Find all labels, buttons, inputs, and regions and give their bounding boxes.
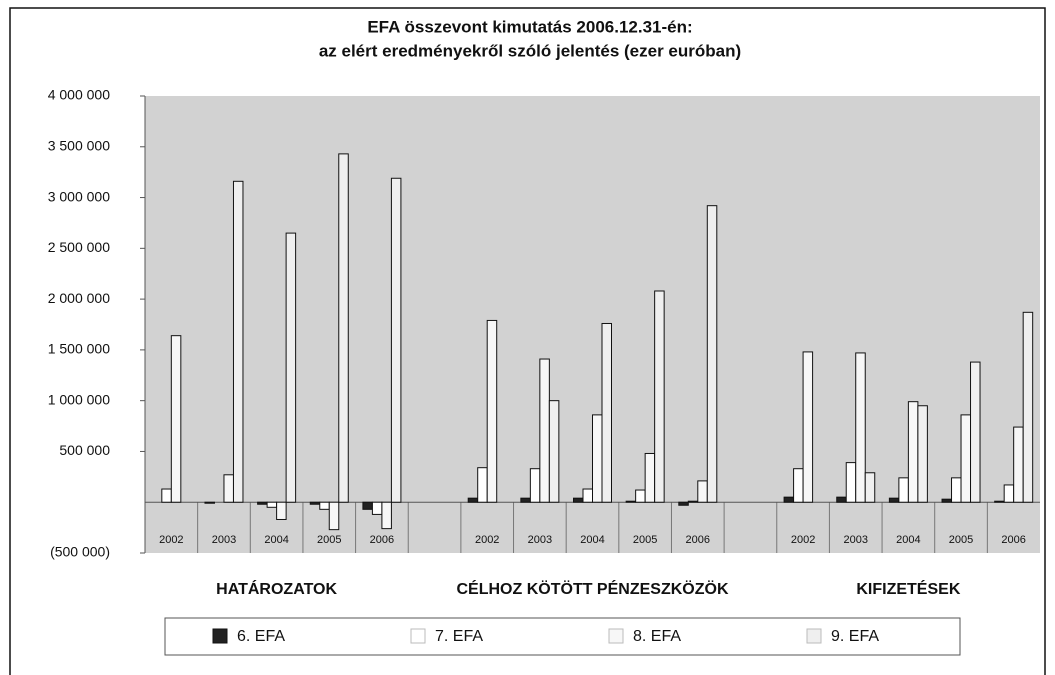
bar	[1013, 426, 1024, 503]
bar	[1003, 484, 1015, 503]
bar	[941, 498, 953, 503]
y-tick-label: 2 500 000	[48, 239, 110, 255]
bar	[486, 319, 498, 503]
x-tick-label: 2002	[159, 534, 183, 546]
bar	[783, 496, 795, 503]
y-tick-label: 3 500 000	[48, 137, 110, 153]
x-tick-label: 2005	[949, 534, 973, 546]
x-tick-label: 2003	[212, 534, 236, 546]
bar	[371, 501, 383, 515]
bar	[319, 501, 330, 510]
bar	[276, 501, 287, 520]
legend-swatch	[212, 628, 228, 644]
bar	[477, 467, 488, 503]
bar	[917, 405, 928, 503]
bar	[706, 205, 718, 503]
x-tick-label: 2002	[791, 534, 815, 546]
bar	[836, 496, 847, 503]
x-tick-label: 2003	[843, 534, 867, 546]
legend-label: 7. EFA	[435, 628, 483, 645]
x-tick-label: 2004	[264, 534, 288, 546]
x-tick-label: 2003	[528, 534, 552, 546]
bar	[170, 335, 182, 503]
x-tick-label: 2006	[1001, 534, 1025, 546]
y-tick-label: 500 000	[59, 442, 110, 458]
bar	[573, 497, 584, 503]
bar	[687, 500, 699, 503]
legend	[164, 617, 961, 656]
x-tick-label: 2006	[686, 534, 710, 546]
bar	[328, 501, 340, 531]
bar	[582, 488, 593, 503]
bar	[520, 497, 531, 503]
bar	[362, 501, 373, 510]
bar	[793, 468, 804, 503]
bar	[309, 501, 321, 505]
bar	[266, 501, 278, 508]
y-tick-label: 2 000 000	[48, 290, 110, 306]
bar	[864, 472, 876, 503]
bar	[898, 477, 909, 503]
bar	[467, 497, 479, 503]
bar	[390, 177, 402, 503]
chart-title: az elért eredményekről szóló jelentés (e…	[319, 41, 741, 60]
bar	[592, 414, 603, 503]
bar	[970, 361, 981, 503]
bar	[601, 322, 612, 503]
x-tick-label: 2005	[633, 534, 657, 546]
group-label: HATÁROZATOK	[216, 579, 337, 598]
y-tick-label: 1 000 000	[48, 391, 110, 407]
bar	[635, 489, 646, 503]
bar	[845, 462, 857, 503]
bar	[548, 400, 560, 503]
y-tick-label: 3 000 000	[48, 188, 110, 204]
bar	[161, 488, 172, 503]
x-tick-label: 2004	[580, 534, 604, 546]
y-tick-label: 4 000 000	[48, 87, 110, 103]
bar	[994, 500, 1005, 503]
bar	[285, 232, 297, 503]
bar	[678, 501, 689, 506]
x-tick-label: 2005	[317, 534, 341, 546]
group-label: CÉLHOZ KÖTÖTT PÉNZESZKÖZÖK	[457, 579, 729, 598]
x-tick-label: 2004	[896, 534, 920, 546]
bar	[907, 401, 919, 503]
bar	[951, 477, 962, 503]
bar	[223, 474, 234, 503]
bar	[888, 497, 900, 503]
bar	[529, 468, 541, 503]
bar	[232, 180, 244, 503]
bar	[539, 358, 550, 503]
group-label: KIFIZETÉSEK	[856, 579, 960, 598]
legend-label: 8. EFA	[633, 628, 681, 645]
bar	[855, 352, 866, 503]
bar	[204, 501, 215, 504]
x-tick-label: 2002	[475, 534, 499, 546]
bar	[802, 351, 814, 503]
bar	[697, 480, 708, 503]
bar	[960, 414, 972, 503]
legend-swatch	[608, 628, 624, 644]
bar	[381, 501, 392, 530]
bar	[257, 501, 268, 505]
bar	[625, 500, 637, 503]
chart-title: EFA összevont kimutatás 2006.12.31-én:	[367, 17, 692, 36]
y-tick-label: 1 500 000	[48, 341, 110, 357]
bar	[654, 290, 665, 503]
legend-label: 9. EFA	[831, 628, 879, 645]
bar	[1022, 311, 1034, 503]
x-tick-label: 2006	[370, 534, 394, 546]
legend-label: 6. EFA	[237, 628, 285, 645]
bar	[644, 452, 656, 503]
y-tick-label: (500 000)	[50, 544, 110, 560]
bar	[338, 153, 349, 503]
legend-swatch	[410, 628, 426, 644]
legend-swatch	[806, 628, 822, 644]
